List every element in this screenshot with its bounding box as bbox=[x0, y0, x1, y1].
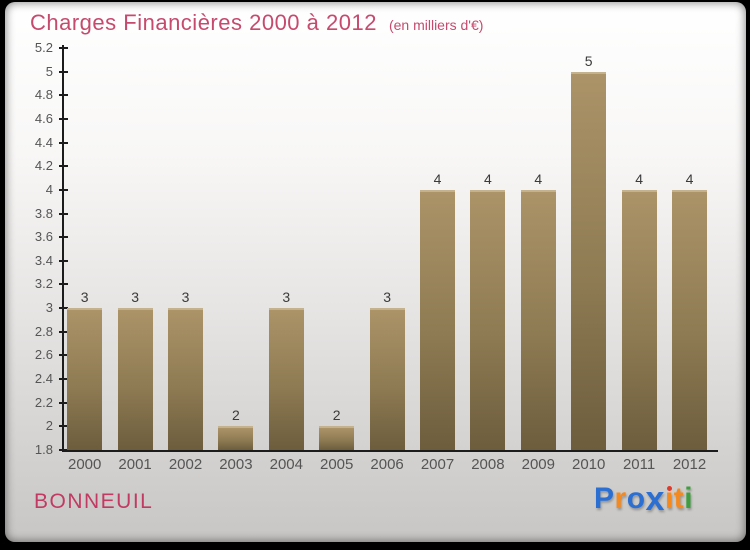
y-tick bbox=[58, 236, 68, 239]
x-tick-label: 2004 bbox=[269, 456, 303, 473]
y-tick-label: 2.2 bbox=[34, 394, 53, 410]
y-tick-label: 5.2 bbox=[34, 40, 53, 55]
y-tick-label: 4.6 bbox=[34, 110, 53, 126]
x-tick-label: 2001 bbox=[118, 456, 152, 473]
bar-2000 bbox=[67, 308, 103, 450]
logo-letter-dot bbox=[666, 486, 672, 491]
bar-2002 bbox=[168, 308, 203, 450]
x-tick-label: 2005 bbox=[320, 456, 354, 473]
bar-value-label: 2 bbox=[332, 407, 341, 424]
y-tick bbox=[58, 188, 68, 191]
y-tick bbox=[58, 94, 68, 97]
y-tick bbox=[58, 449, 68, 451]
y-tick bbox=[58, 378, 68, 381]
y-tick-label: 2 bbox=[45, 418, 53, 434]
x-tick-label: 2007 bbox=[420, 456, 455, 473]
y-tick bbox=[58, 354, 68, 357]
y-tick-label: 3.8 bbox=[34, 205, 53, 221]
logo-letter: o bbox=[626, 482, 646, 515]
y-axis-line bbox=[62, 45, 64, 452]
bar-value-label: 3 bbox=[383, 289, 391, 306]
y-tick-label: 4.4 bbox=[34, 134, 53, 150]
y-tick-label: 3.2 bbox=[34, 276, 53, 292]
bar-value-label: 3 bbox=[80, 289, 89, 306]
bar-2006 bbox=[369, 308, 405, 450]
logo-letter: x bbox=[645, 480, 665, 518]
x-axis-line bbox=[62, 450, 718, 452]
bar-value-label: 4 bbox=[685, 170, 694, 187]
bar-value-label: 4 bbox=[534, 170, 543, 187]
bar-2008 bbox=[470, 189, 506, 450]
bar-value-label: 4 bbox=[433, 170, 442, 187]
bar-value-label: 4 bbox=[483, 170, 492, 187]
bar-value-label: 3 bbox=[181, 289, 190, 306]
bar-2003 bbox=[218, 426, 254, 450]
x-tick-label: 2000 bbox=[68, 456, 102, 473]
y-tick bbox=[58, 307, 68, 310]
y-tick bbox=[58, 141, 68, 144]
y-tick-label: 4 bbox=[45, 181, 53, 197]
y-tick-label: 2.8 bbox=[34, 323, 53, 339]
x-tick-label: 2003 bbox=[219, 456, 253, 473]
x-tick-label: 2012 bbox=[672, 456, 707, 473]
chart-subtitle: (en milliers d'€) bbox=[388, 17, 484, 33]
y-tick-label: 4.2 bbox=[34, 158, 53, 174]
bar-value-label: 3 bbox=[282, 289, 291, 306]
x-tick-label: 2010 bbox=[572, 456, 606, 473]
y-tick bbox=[58, 425, 68, 428]
y-tick-label: 5 bbox=[45, 63, 53, 79]
y-tick-label: 3 bbox=[45, 300, 53, 316]
y-tick-label: 3.4 bbox=[34, 252, 53, 268]
x-tick-label: 2002 bbox=[168, 456, 203, 473]
x-tick-label: 2009 bbox=[521, 456, 555, 473]
bar-2009 bbox=[520, 189, 556, 450]
bar-2007 bbox=[420, 189, 455, 450]
x-tick-label: 2006 bbox=[370, 456, 404, 473]
y-tick-label: 4.8 bbox=[34, 87, 53, 103]
x-tick-label: 2008 bbox=[471, 456, 505, 473]
logo-letter: P bbox=[594, 482, 615, 515]
proxiti-logo: Proxı ti bbox=[594, 482, 693, 516]
bar-2011 bbox=[621, 189, 657, 450]
y-tick bbox=[58, 330, 68, 333]
place-name-label: BONNEUIL bbox=[34, 490, 154, 513]
logo-letter: ı bbox=[664, 482, 674, 515]
bar-2012 bbox=[672, 189, 707, 450]
y-tick-label: 1.8 bbox=[34, 442, 53, 457]
x-tick-label: 2011 bbox=[622, 456, 656, 473]
bar-2001 bbox=[117, 308, 153, 450]
y-tick-label: 3.6 bbox=[34, 229, 53, 245]
y-tick bbox=[58, 283, 68, 286]
chart-title-text: Charges Financières 2000 à 2012 bbox=[30, 10, 377, 35]
bar-2004 bbox=[268, 308, 304, 450]
bar-2010 bbox=[571, 71, 607, 450]
chart-title: Charges Financières 2000 à 2012 (en milli… bbox=[30, 10, 483, 36]
y-tick bbox=[58, 117, 68, 120]
bar-value-label: 3 bbox=[131, 289, 139, 306]
y-tick-label: 2.6 bbox=[34, 347, 53, 363]
bar-value-label: 4 bbox=[635, 170, 643, 187]
y-tick bbox=[58, 212, 68, 215]
y-tick bbox=[58, 259, 68, 262]
y-tick bbox=[58, 47, 68, 49]
y-tick bbox=[58, 165, 68, 168]
y-tick-label: 2.4 bbox=[34, 371, 53, 387]
logo-letter: i bbox=[684, 482, 694, 515]
logo-letter: r bbox=[614, 482, 627, 515]
bar-value-label: 5 bbox=[584, 52, 593, 69]
y-tick bbox=[58, 70, 68, 73]
y-tick bbox=[58, 401, 68, 404]
logo-letter: t bbox=[673, 482, 685, 515]
bar-2005 bbox=[319, 426, 355, 450]
bar-value-label: 2 bbox=[231, 407, 240, 424]
